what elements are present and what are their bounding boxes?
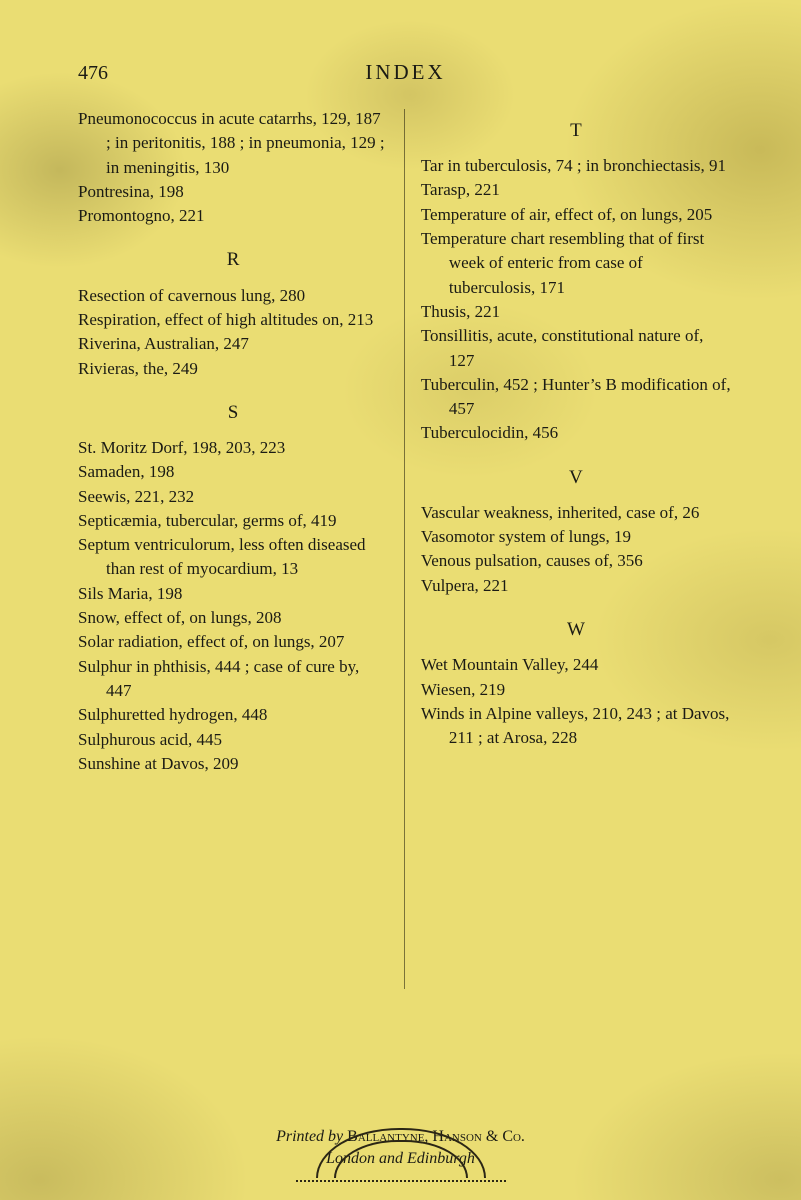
section-heading-t: T xyxy=(421,117,731,144)
colophon-line2-prefix: London and xyxy=(326,1150,407,1167)
index-entry: Promontogno, 221 xyxy=(78,204,388,228)
index-entry: Tarasp, 221 xyxy=(421,178,731,202)
index-entry: Samaden, 198 xyxy=(78,460,388,484)
index-columns: Pneumonococcus in acute catarrhs, 129, 1… xyxy=(78,107,731,989)
index-entry: Vasomotor system of lungs, 19 xyxy=(421,525,731,549)
index-entry: Temperature of air, effect of, on lungs,… xyxy=(421,203,731,227)
printer-colophon: Printed by Ballantyne, Hanson & Co. Lond… xyxy=(0,1128,801,1172)
index-entry: Sulphurous acid, 445 xyxy=(78,728,388,752)
index-entry: Wiesen, 219 xyxy=(421,678,731,702)
index-entry: Tuberculin, 452 ; Hunter’s B modificatio… xyxy=(421,373,731,422)
colophon-city: Edinburgh xyxy=(407,1150,475,1167)
left-column: Pneumonococcus in acute catarrhs, 129, 1… xyxy=(78,107,388,989)
index-entry: Rivieras, the, 249 xyxy=(78,357,388,381)
index-entry: Venous pulsation, causes of, 356 xyxy=(421,549,731,573)
section-heading-r: R xyxy=(78,246,388,273)
index-entry: Riverina, Australian, 247 xyxy=(78,332,388,356)
colophon-prefix: Printed by xyxy=(276,1128,347,1145)
index-entry: Septicæmia, tubercular, germs of, 419 xyxy=(78,509,388,533)
section-heading-v: V xyxy=(421,464,731,491)
index-entry: Pneumonococcus in acute catarrhs, 129, 1… xyxy=(78,107,388,180)
index-entry: Winds in Alpine valleys, 210, 243 ; at D… xyxy=(421,702,731,751)
index-entry: Snow, effect of, on lungs, 208 xyxy=(78,606,388,630)
section-heading-s: S xyxy=(78,399,388,426)
index-entry: Solar radiation, effect of, on lungs, 20… xyxy=(78,630,388,654)
colophon-line-1: Printed by Ballantyne, Hanson & Co. xyxy=(0,1128,801,1146)
index-entry: Tuberculocidin, 456 xyxy=(421,421,731,445)
index-entry: Temperature chart resembling that of fir… xyxy=(421,227,731,300)
page-header: 476 INDEX xyxy=(78,60,731,85)
index-entry: Vascular weakness, inherited, case of, 2… xyxy=(421,501,731,525)
index-entry: Tonsillitis, acute, constitutional natur… xyxy=(421,324,731,373)
index-entry: Tar in tuberculosis, 74 ; in bronchiecta… xyxy=(421,154,731,178)
right-column: T Tar in tuberculosis, 74 ; in bronchiec… xyxy=(421,107,731,989)
index-entry: Sulphur in phthisis, 444 ; case of cure … xyxy=(78,655,388,704)
index-entry: St. Moritz Dorf, 198, 203, 223 xyxy=(78,436,388,460)
index-entry: Pontresina, 198 xyxy=(78,180,388,204)
index-entry: Resection of cavernous lung, 280 xyxy=(78,284,388,308)
colophon-line-2: London and Edinburgh xyxy=(0,1150,801,1168)
index-entry: Sulphuretted hydrogen, 448 xyxy=(78,703,388,727)
index-entry: Thusis, 221 xyxy=(421,300,731,324)
colophon-publisher: Ballantyne, Hanson & Co. xyxy=(347,1128,525,1145)
index-page: 476 INDEX Pneumonococcus in acute catarr… xyxy=(0,0,801,1200)
index-entry: Sunshine at Davos, 209 xyxy=(78,752,388,776)
index-entry: Seewis, 221, 232 xyxy=(78,485,388,509)
column-divider xyxy=(404,109,405,989)
section-heading-w: W xyxy=(421,616,731,643)
index-entry: Vulpera, 221 xyxy=(421,574,731,598)
index-entry: Respiration, effect of high altitudes on… xyxy=(78,308,388,332)
page-title: INDEX xyxy=(80,60,731,85)
index-entry: Sils Maria, 198 xyxy=(78,582,388,606)
index-entry: Wet Mountain Valley, 244 xyxy=(421,653,731,677)
index-entry: Septum ventriculorum, less often disease… xyxy=(78,533,388,582)
